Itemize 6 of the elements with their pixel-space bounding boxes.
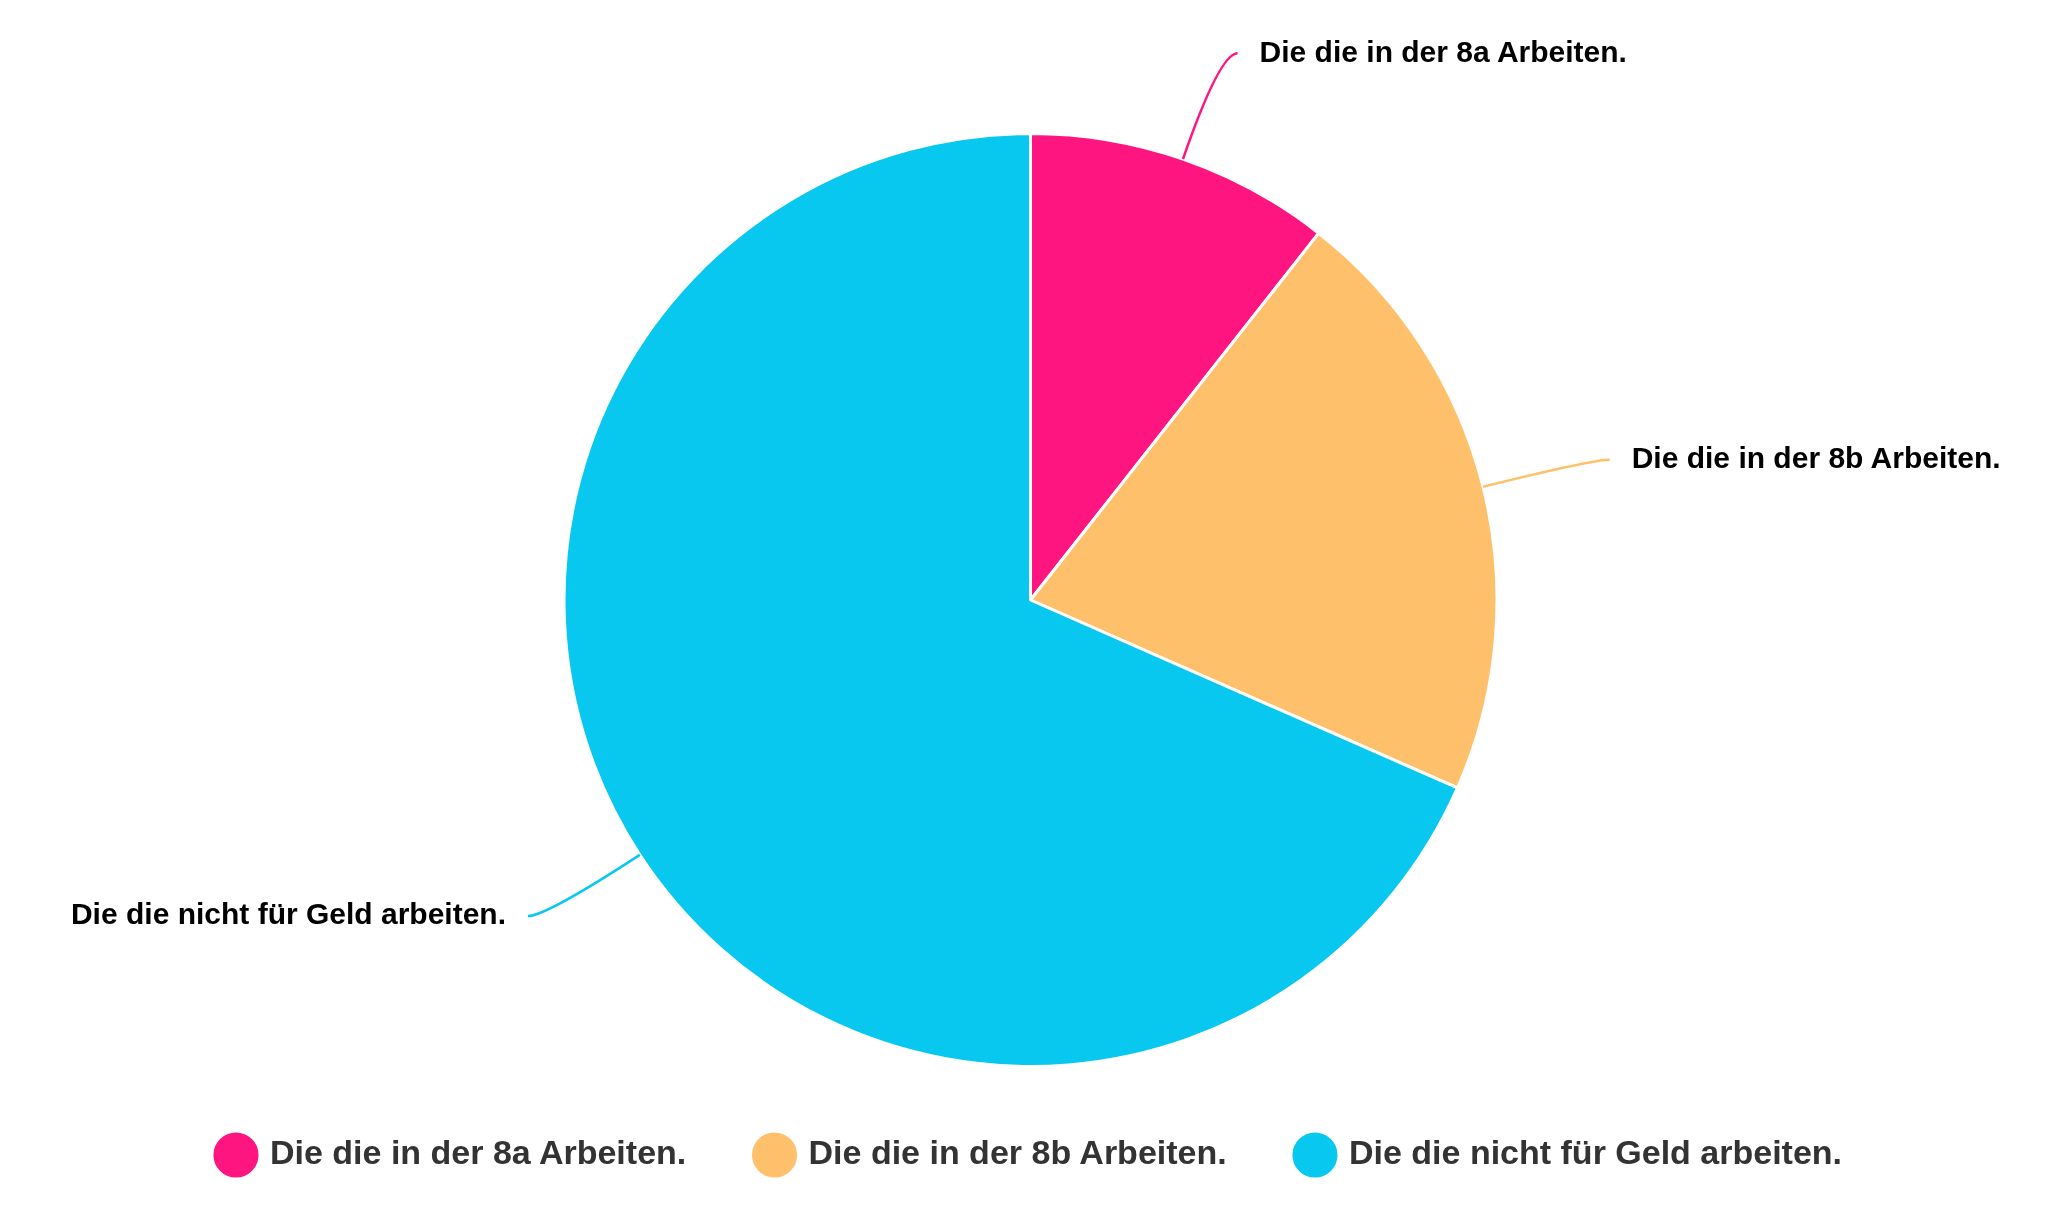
slice-label: Die die in der 8b Arbeiten. [1631,440,2001,474]
legend-label: Die die in der 8a Arbeiten. [269,1133,687,1172]
legend-label: Die die nicht für Geld arbeiten. [1348,1133,1843,1172]
slice-label: Die die nicht für Geld arbeiten. [70,897,507,931]
legend-label: Die die in der 8b Arbeiten. [808,1133,1227,1172]
slice-label: Die die in der 8a Arbeiten. [1259,34,1627,68]
